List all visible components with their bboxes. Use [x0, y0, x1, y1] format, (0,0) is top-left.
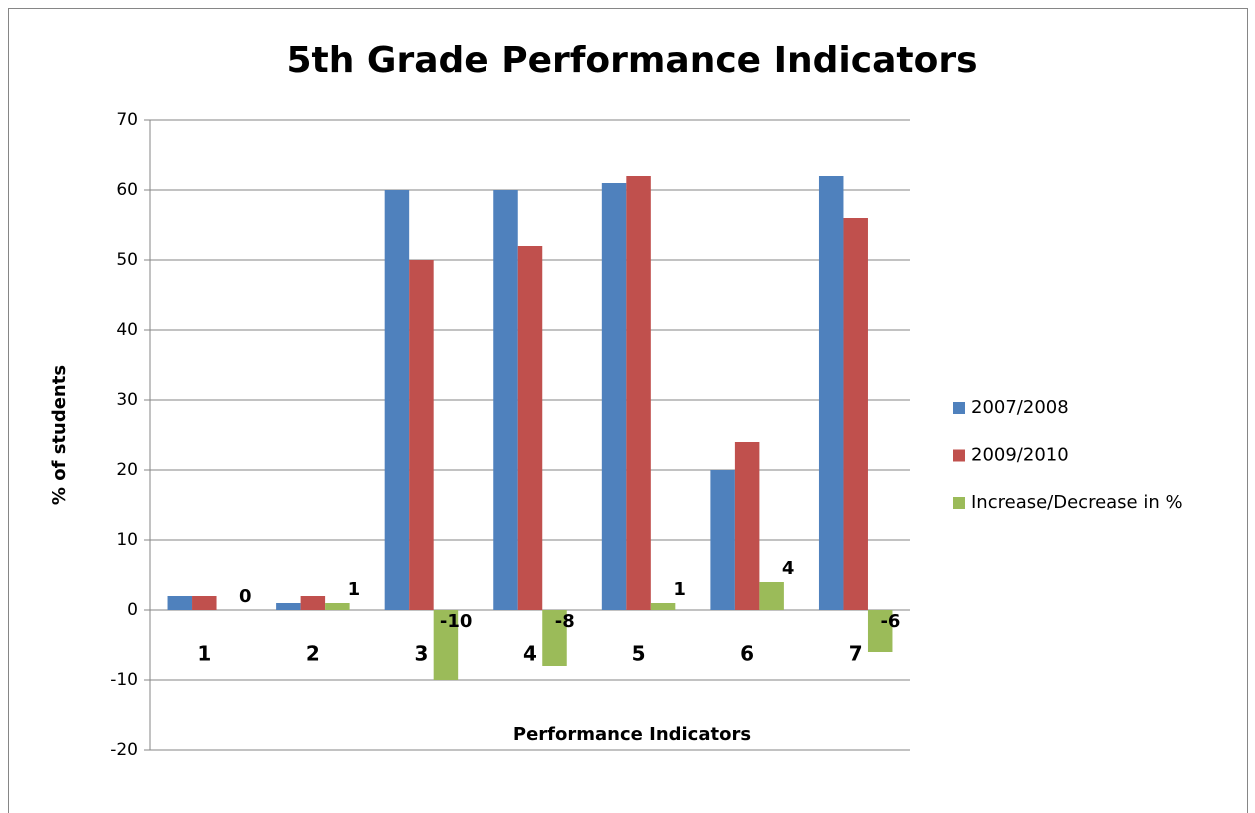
x-tick-label: 5: [632, 642, 646, 666]
bar: [867, 610, 893, 652]
x-tick-label: 3: [414, 642, 428, 666]
legend-label: 2007/2008: [971, 397, 1069, 418]
legend-swatch: [953, 449, 965, 462]
data-label: -6: [880, 611, 900, 632]
x-tick-label: 4: [523, 642, 537, 666]
bar: [384, 190, 410, 610]
y-tick-label: -20: [110, 740, 138, 760]
bar: [710, 470, 735, 610]
bar: [843, 218, 868, 610]
y-tick-label: 40: [116, 320, 138, 340]
data-label: 1: [348, 579, 361, 600]
x-tick-label: 1: [197, 642, 211, 666]
bar: [167, 596, 193, 610]
x-axis-title: Performance Indicators: [513, 724, 751, 745]
y-tick-label: 0: [127, 600, 138, 620]
bar: [409, 260, 434, 610]
legend-swatch: [953, 402, 965, 414]
y-tick-label: 50: [116, 250, 138, 270]
data-label: 4: [782, 558, 795, 579]
chart-title: 5th Grade Performance Indicators: [286, 40, 977, 81]
bar: [818, 176, 844, 610]
bar: [626, 176, 651, 610]
y-tick-label: 30: [116, 390, 138, 410]
legend-label: Increase/Decrease in %: [971, 492, 1183, 513]
bar: [759, 582, 784, 610]
bar: [517, 246, 543, 610]
bar: [276, 603, 301, 610]
data-label: 1: [673, 579, 686, 600]
legend-label: 2009/2010: [971, 445, 1069, 466]
bar: [493, 190, 518, 610]
bar: [433, 610, 459, 680]
y-tick-label: 60: [116, 180, 138, 200]
y-axis-title: % of students: [49, 365, 70, 505]
y-tick-label: 20: [116, 460, 138, 480]
bar: [734, 442, 760, 610]
y-tick-label: 10: [116, 530, 138, 550]
x-tick-label: 6: [740, 642, 754, 666]
bar: [300, 596, 326, 610]
bar: [192, 596, 217, 610]
y-tick-label: 70: [116, 110, 138, 130]
y-tick-label: -10: [110, 670, 138, 690]
x-tick-label: 7: [849, 642, 863, 666]
bar: [325, 603, 350, 610]
bar: [601, 183, 627, 610]
data-label: -10: [440, 611, 473, 632]
data-label: 0: [239, 586, 252, 607]
legend-swatch: [953, 497, 965, 509]
bar: [542, 610, 567, 666]
bar: [650, 603, 676, 610]
data-label: -8: [555, 611, 575, 632]
x-tick-label: 2: [306, 642, 320, 666]
